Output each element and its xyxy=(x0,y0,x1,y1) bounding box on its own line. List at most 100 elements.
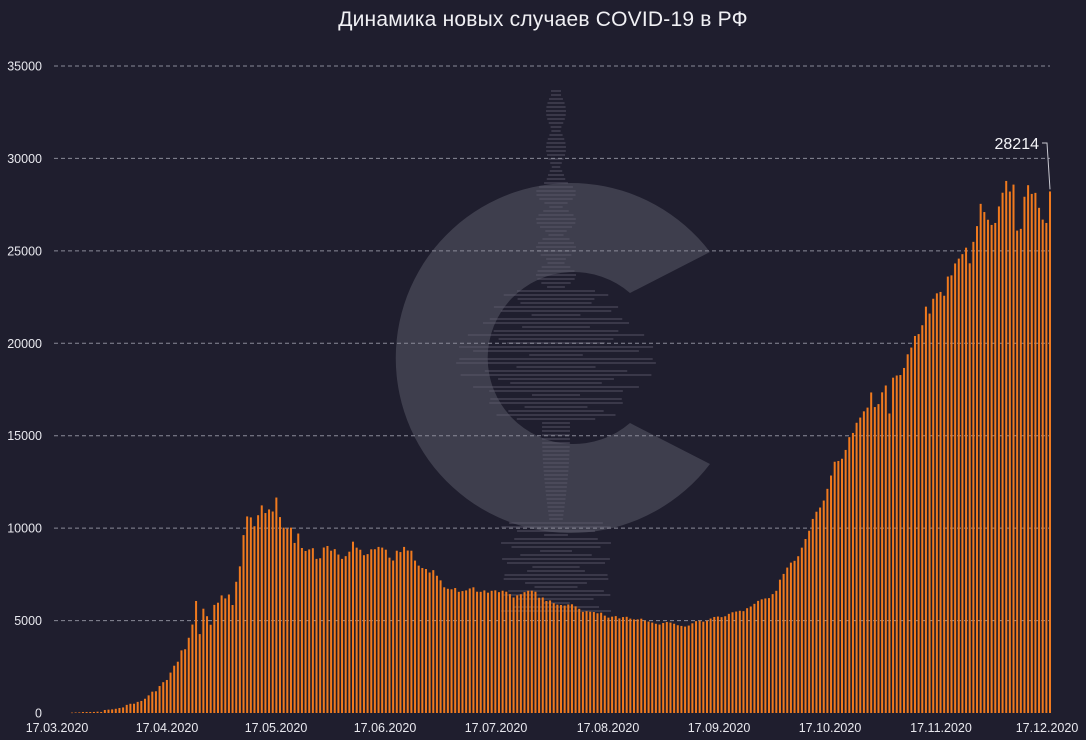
bar xyxy=(264,513,267,713)
wave-line xyxy=(509,522,603,524)
bar xyxy=(154,691,157,713)
wave-line xyxy=(504,574,608,576)
bar xyxy=(709,618,712,713)
wave-line xyxy=(546,494,566,496)
wave-line xyxy=(539,198,573,200)
bar xyxy=(625,616,628,713)
wave-line xyxy=(489,390,623,392)
bar xyxy=(519,594,522,713)
bar xyxy=(355,547,358,713)
bar xyxy=(570,604,573,713)
bar xyxy=(209,624,212,713)
wave-line xyxy=(548,510,564,512)
bar xyxy=(428,572,431,713)
wave-line xyxy=(551,166,561,168)
bar xyxy=(662,622,665,713)
wave-line xyxy=(546,150,566,152)
bar xyxy=(202,608,205,713)
wave-line xyxy=(493,306,619,308)
bar xyxy=(884,385,887,713)
bar xyxy=(815,511,818,713)
bar xyxy=(476,591,479,713)
bar xyxy=(603,615,606,713)
bar xyxy=(341,558,344,713)
wave-line xyxy=(544,482,568,484)
bar xyxy=(892,377,895,713)
y-axis-ticks: 0 5000 10000 15000 20000 25000 30000 35000 xyxy=(7,60,42,721)
wave-line xyxy=(542,430,570,432)
wave-line xyxy=(542,442,570,444)
bar xyxy=(830,475,833,713)
bar xyxy=(373,549,376,713)
wave-line xyxy=(539,226,573,228)
bar xyxy=(377,546,380,713)
wave-line xyxy=(542,422,570,424)
bar xyxy=(596,613,599,713)
wave-line xyxy=(459,358,653,360)
bar xyxy=(227,594,230,713)
bar xyxy=(220,595,223,713)
bar xyxy=(289,527,292,713)
bar xyxy=(698,620,701,713)
bar xyxy=(855,422,858,713)
wave-line xyxy=(460,374,652,376)
wave-line xyxy=(484,370,628,372)
bar xyxy=(530,590,533,713)
wave-line xyxy=(549,206,563,208)
wave-line xyxy=(517,530,595,532)
bar xyxy=(643,620,646,713)
bar xyxy=(143,698,146,713)
bar xyxy=(913,335,916,713)
bar xyxy=(994,222,997,713)
bar xyxy=(111,709,114,713)
bar xyxy=(833,461,836,713)
bar xyxy=(523,592,526,713)
bar xyxy=(337,554,340,713)
bar xyxy=(797,556,800,713)
wave-line xyxy=(543,474,569,476)
wave-line xyxy=(516,418,596,420)
wave-line xyxy=(522,326,590,328)
bar xyxy=(954,263,957,713)
bar xyxy=(848,437,851,713)
bar xyxy=(556,604,559,713)
wave-line xyxy=(539,186,573,188)
wave-line xyxy=(546,146,566,148)
bar xyxy=(78,712,81,713)
bar xyxy=(468,588,471,713)
bar xyxy=(862,411,865,713)
wave-line xyxy=(541,282,571,284)
bar xyxy=(406,550,409,713)
bar xyxy=(917,334,920,713)
bar xyxy=(158,686,161,713)
wave-line xyxy=(551,130,561,132)
bar xyxy=(213,604,216,713)
bar xyxy=(819,507,822,713)
logo-sound-wave xyxy=(456,90,656,612)
wave-line xyxy=(547,262,565,264)
bar xyxy=(169,672,172,713)
bar xyxy=(512,597,515,713)
bar xyxy=(435,575,438,713)
bar xyxy=(344,556,347,713)
wave-line xyxy=(498,338,614,340)
bar xyxy=(742,611,745,713)
bar xyxy=(844,449,847,713)
y-tick-label: 0 xyxy=(35,707,42,721)
wave-line xyxy=(537,242,575,244)
x-tick-label: 17.10.2020 xyxy=(799,721,862,735)
bar xyxy=(74,712,77,713)
bar xyxy=(297,533,300,713)
wave-line xyxy=(545,490,567,492)
bar xyxy=(100,711,103,713)
x-tick-label: 17.12.2020 xyxy=(1016,721,1079,735)
x-tick-label: 17.07.2020 xyxy=(465,721,528,735)
bar xyxy=(125,704,128,713)
wave-line xyxy=(546,154,566,156)
wave-line xyxy=(508,410,604,412)
wave-line xyxy=(536,218,576,220)
y-tick-label: 30000 xyxy=(7,152,42,166)
bar xyxy=(735,611,738,713)
wave-line xyxy=(496,414,616,416)
